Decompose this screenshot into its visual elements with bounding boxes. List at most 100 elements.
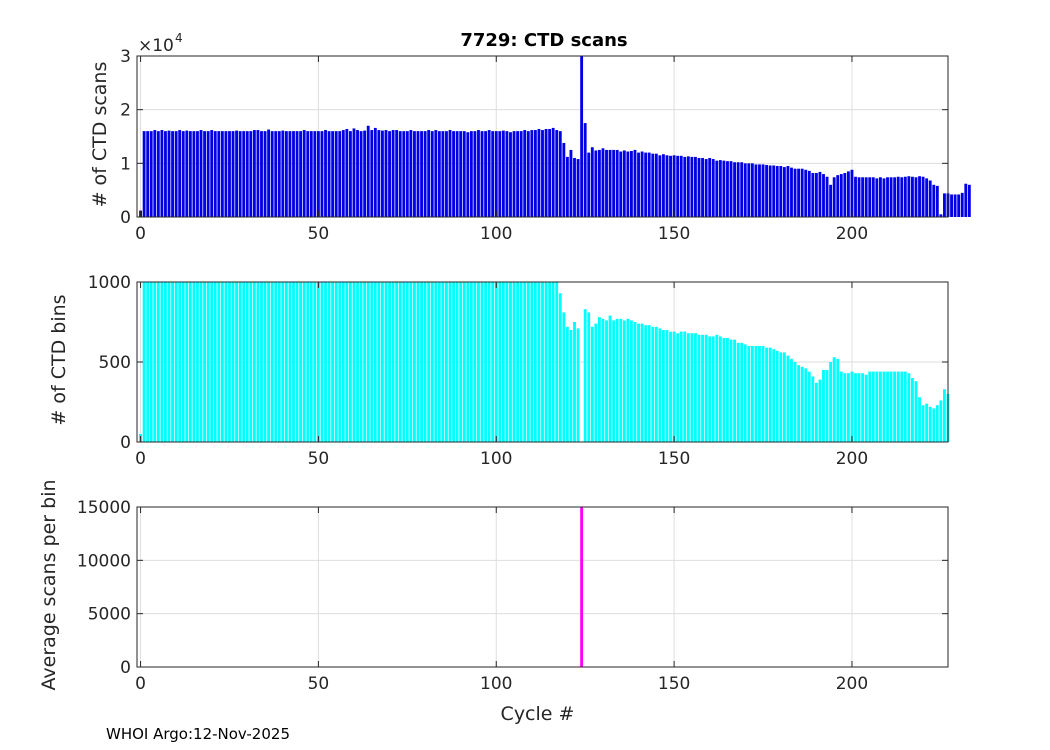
bar xyxy=(164,131,167,217)
bar xyxy=(537,128,541,217)
bar xyxy=(356,130,359,217)
bar xyxy=(455,282,459,442)
bar xyxy=(743,163,747,217)
bar xyxy=(370,130,374,217)
bar xyxy=(964,183,968,217)
bar xyxy=(462,131,466,217)
bar xyxy=(487,130,491,217)
bar xyxy=(167,130,171,217)
bar xyxy=(580,56,584,217)
bar xyxy=(373,282,377,442)
bar xyxy=(679,155,683,217)
bar xyxy=(284,282,288,442)
bar xyxy=(875,371,879,442)
bar xyxy=(619,151,623,217)
bar xyxy=(825,370,829,442)
bar xyxy=(302,282,306,442)
bar xyxy=(509,282,512,442)
x-tick-label: 200 xyxy=(836,224,868,244)
bar xyxy=(267,129,271,217)
bar xyxy=(818,379,822,442)
bar xyxy=(889,177,893,217)
bar xyxy=(555,282,559,442)
bar xyxy=(822,370,825,442)
bar xyxy=(718,336,722,442)
bar xyxy=(327,131,331,217)
bar xyxy=(178,282,182,442)
bar xyxy=(395,282,399,442)
bar xyxy=(498,282,502,442)
bar xyxy=(790,167,793,217)
bar xyxy=(345,128,349,217)
bar xyxy=(331,282,335,442)
bar xyxy=(299,131,303,217)
bar xyxy=(480,282,484,442)
bar xyxy=(907,373,911,442)
bar xyxy=(292,282,295,442)
bar xyxy=(274,131,278,217)
bar xyxy=(142,131,146,217)
bar xyxy=(733,162,737,217)
bar xyxy=(726,338,729,442)
bar xyxy=(469,282,473,442)
bar xyxy=(149,282,153,442)
bar xyxy=(601,318,605,442)
bar xyxy=(900,371,904,442)
bar xyxy=(558,131,562,217)
bar xyxy=(156,282,160,442)
bar xyxy=(381,130,384,217)
bar xyxy=(142,282,146,442)
bar xyxy=(736,162,740,217)
x-tick-label: 150 xyxy=(658,674,690,694)
bar xyxy=(544,128,548,217)
bar xyxy=(533,282,537,442)
bar xyxy=(541,282,544,442)
bar xyxy=(622,320,626,442)
bar xyxy=(786,355,790,442)
bar xyxy=(391,130,395,217)
x-tick-label: 50 xyxy=(308,224,330,244)
bar xyxy=(893,371,897,442)
bar xyxy=(630,320,633,442)
bar xyxy=(590,326,594,442)
bar xyxy=(544,282,548,442)
bar xyxy=(459,131,463,217)
bar xyxy=(484,282,488,442)
y-axis-label: # of CTD bins xyxy=(48,294,70,425)
bar xyxy=(260,131,263,217)
y-tick-label: 1 xyxy=(120,154,131,174)
bar xyxy=(185,130,189,217)
bar xyxy=(747,346,751,442)
bar xyxy=(309,282,313,442)
bar xyxy=(213,131,217,217)
bar xyxy=(295,282,299,442)
bar xyxy=(288,131,292,217)
bar xyxy=(548,128,552,217)
bar xyxy=(583,309,587,442)
bar xyxy=(672,331,676,442)
bar xyxy=(797,365,801,442)
bar xyxy=(277,131,281,217)
bar xyxy=(203,282,207,442)
bar xyxy=(466,132,470,217)
bar xyxy=(512,131,516,217)
bar xyxy=(306,131,310,217)
bar xyxy=(281,282,285,442)
bar xyxy=(804,169,808,217)
bar xyxy=(644,325,648,442)
bar xyxy=(850,169,854,217)
bar xyxy=(711,159,715,217)
x-tick-label: 200 xyxy=(836,674,868,694)
bar xyxy=(228,282,231,442)
bar xyxy=(299,282,303,442)
bar xyxy=(633,149,637,217)
x-tick-label: 100 xyxy=(480,449,512,469)
bar xyxy=(316,282,320,442)
bar xyxy=(249,282,253,442)
bar xyxy=(782,352,786,442)
bar xyxy=(683,156,687,217)
bar xyxy=(758,346,761,442)
bar xyxy=(772,349,776,442)
bar xyxy=(498,131,502,217)
bar xyxy=(747,163,751,217)
